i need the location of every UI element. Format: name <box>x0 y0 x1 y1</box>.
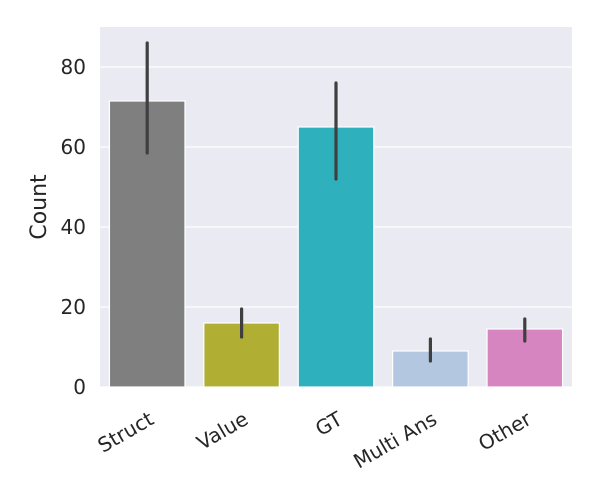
y-tick-label: 60 <box>61 135 86 159</box>
x-tick-label: Multi Ans <box>349 407 441 474</box>
y-tick-label: 80 <box>61 55 86 79</box>
x-tick-labels: Struct Value GT Multi Ans Other <box>93 406 535 473</box>
x-tick-label: Struct <box>93 406 157 457</box>
y-tick-label: 0 <box>73 375 86 399</box>
error-bars <box>145 41 527 363</box>
y-axis-label: Count <box>27 174 52 240</box>
y-tick-label: 20 <box>61 295 86 319</box>
x-tick-label: Value <box>193 407 253 455</box>
y-tick-label: 40 <box>61 215 86 239</box>
y-tick-labels: 0 20 40 60 80 <box>61 55 86 399</box>
x-tick-label: Other <box>474 406 536 456</box>
x-tick-label: GT <box>311 406 347 441</box>
